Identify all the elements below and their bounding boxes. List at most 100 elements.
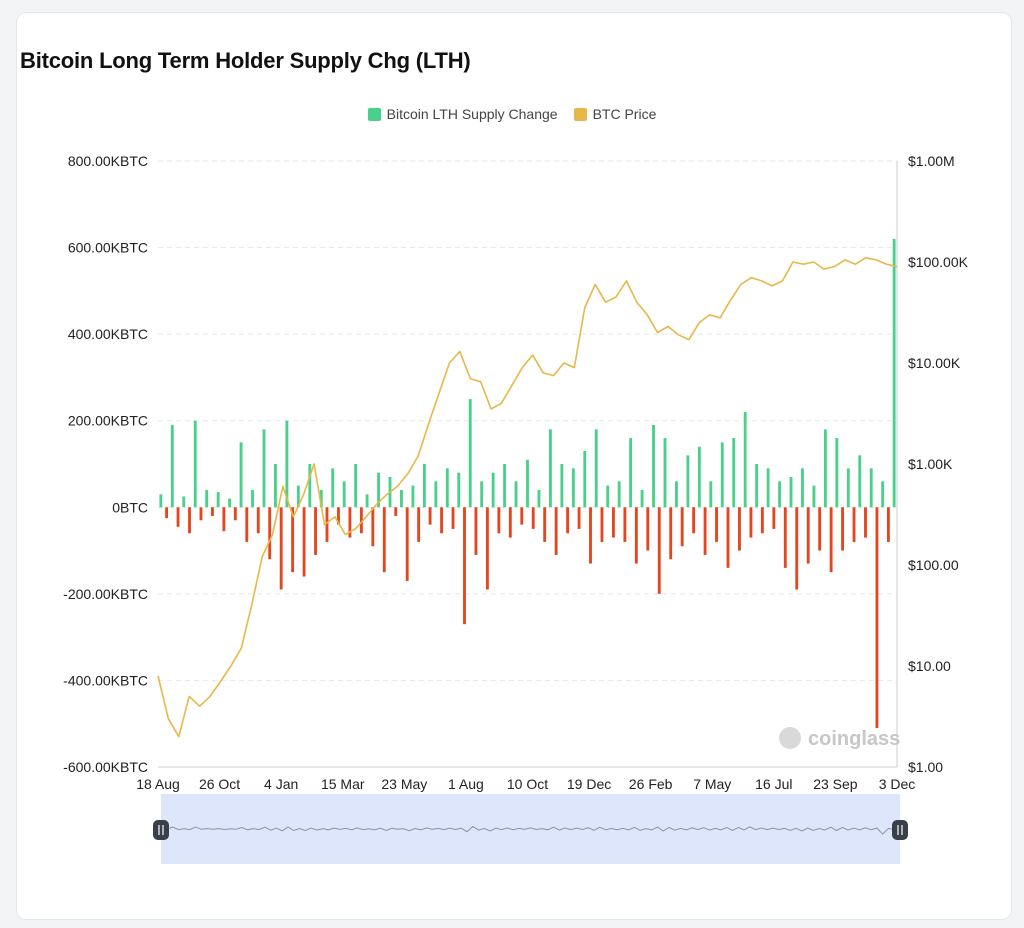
- bar-positive[interactable]: [285, 420, 289, 508]
- bar-negative[interactable]: [669, 507, 673, 560]
- bar-positive[interactable]: [228, 498, 232, 508]
- bar-positive[interactable]: [732, 438, 736, 508]
- bar-positive[interactable]: [812, 485, 816, 508]
- bar-negative[interactable]: [485, 507, 489, 590]
- bar-negative[interactable]: [680, 507, 684, 547]
- bar-negative[interactable]: [875, 507, 879, 729]
- bar-negative[interactable]: [657, 507, 661, 594]
- bar-negative[interactable]: [176, 507, 180, 527]
- bar-positive[interactable]: [480, 481, 484, 508]
- range-navigator[interactable]: [161, 794, 900, 864]
- bar-positive[interactable]: [411, 485, 415, 508]
- bar-positive[interactable]: [629, 438, 633, 508]
- bar-negative[interactable]: [451, 507, 455, 529]
- bar-negative[interactable]: [233, 507, 237, 521]
- bar-negative[interactable]: [760, 507, 764, 534]
- bar-negative[interactable]: [623, 507, 627, 542]
- bar-positive[interactable]: [548, 429, 552, 508]
- bar-negative[interactable]: [371, 507, 375, 547]
- bar-negative[interactable]: [738, 507, 741, 551]
- bar-negative[interactable]: [291, 507, 295, 573]
- bar-positive[interactable]: [869, 468, 873, 508]
- bar-positive[interactable]: [537, 489, 541, 508]
- bar-negative[interactable]: [279, 507, 283, 590]
- bar-positive[interactable]: [560, 464, 564, 508]
- navigator-right-handle[interactable]: [892, 820, 908, 840]
- bar-positive[interactable]: [503, 464, 507, 508]
- bar-negative[interactable]: [245, 507, 249, 542]
- bar-positive[interactable]: [239, 442, 243, 508]
- bar-positive[interactable]: [881, 481, 885, 508]
- bar-negative[interactable]: [508, 507, 512, 538]
- bar-negative[interactable]: [417, 507, 421, 542]
- bar-positive[interactable]: [182, 496, 186, 508]
- bar-positive[interactable]: [594, 429, 598, 508]
- bar-positive[interactable]: [526, 459, 529, 508]
- bar-negative[interactable]: [325, 507, 329, 542]
- bar-negative[interactable]: [795, 507, 799, 590]
- bar-positive[interactable]: [354, 464, 358, 508]
- bar-positive[interactable]: [755, 464, 759, 508]
- bar-negative[interactable]: [394, 507, 398, 516]
- bar-positive[interactable]: [262, 429, 266, 508]
- bar-positive[interactable]: [170, 425, 174, 508]
- bar-positive[interactable]: [159, 494, 163, 508]
- bar-negative[interactable]: [806, 507, 810, 564]
- bar-positive[interactable]: [491, 472, 495, 508]
- bar-positive[interactable]: [434, 481, 438, 508]
- bar-negative[interactable]: [703, 507, 707, 555]
- bar-positive[interactable]: [858, 455, 862, 508]
- bar-negative[interactable]: [566, 507, 570, 534]
- bar-positive[interactable]: [365, 494, 369, 508]
- legend-item-btc-price[interactable]: BTC Price: [573, 106, 656, 122]
- bar-negative[interactable]: [886, 507, 890, 542]
- bar-positive[interactable]: [468, 399, 472, 508]
- bar-negative[interactable]: [520, 507, 524, 525]
- bar-negative[interactable]: [600, 507, 604, 542]
- bar-positive[interactable]: [801, 468, 804, 508]
- bar-negative[interactable]: [302, 507, 306, 577]
- bar-negative[interactable]: [188, 507, 191, 534]
- bar-negative[interactable]: [589, 507, 592, 564]
- bar-negative[interactable]: [715, 507, 718, 542]
- bar-negative[interactable]: [726, 507, 730, 568]
- legend-item-lth-supply-change[interactable]: Bitcoin LTH Supply Change: [367, 106, 558, 122]
- navigator-left-handle[interactable]: [153, 820, 169, 840]
- bar-negative[interactable]: [440, 507, 444, 534]
- bar-positive[interactable]: [193, 420, 197, 508]
- bar-negative[interactable]: [646, 507, 650, 551]
- bar-negative[interactable]: [783, 507, 787, 568]
- bar-negative[interactable]: [314, 507, 317, 555]
- bar-positive[interactable]: [823, 429, 827, 508]
- bar-positive[interactable]: [652, 425, 655, 508]
- bar-positive[interactable]: [743, 412, 747, 508]
- bar-positive[interactable]: [308, 464, 312, 508]
- bar-positive[interactable]: [377, 472, 380, 508]
- bar-negative[interactable]: [268, 507, 272, 560]
- bar-negative[interactable]: [463, 507, 466, 625]
- bar-negative[interactable]: [772, 507, 776, 529]
- bar-positive[interactable]: [709, 481, 713, 508]
- bar-negative[interactable]: [543, 507, 547, 542]
- bar-negative[interactable]: [634, 507, 638, 564]
- bar-positive[interactable]: [274, 464, 277, 508]
- btc-price-line[interactable]: [157, 257, 898, 738]
- bar-negative[interactable]: [577, 507, 581, 529]
- bar-negative[interactable]: [337, 507, 340, 525]
- bar-positive[interactable]: [892, 238, 896, 508]
- bar-negative[interactable]: [382, 507, 386, 573]
- bar-positive[interactable]: [571, 468, 575, 508]
- bar-negative[interactable]: [818, 507, 822, 551]
- bar-negative[interactable]: [256, 507, 260, 534]
- bar-negative[interactable]: [497, 507, 501, 534]
- bar-positive[interactable]: [766, 468, 770, 508]
- bar-negative[interactable]: [829, 507, 833, 573]
- bar-positive[interactable]: [319, 489, 323, 508]
- bar-positive[interactable]: [778, 481, 781, 508]
- bar-positive[interactable]: [686, 455, 690, 508]
- bar-negative[interactable]: [864, 507, 867, 538]
- bar-positive[interactable]: [445, 468, 449, 508]
- bar-positive[interactable]: [400, 489, 403, 508]
- bar-negative[interactable]: [554, 507, 558, 555]
